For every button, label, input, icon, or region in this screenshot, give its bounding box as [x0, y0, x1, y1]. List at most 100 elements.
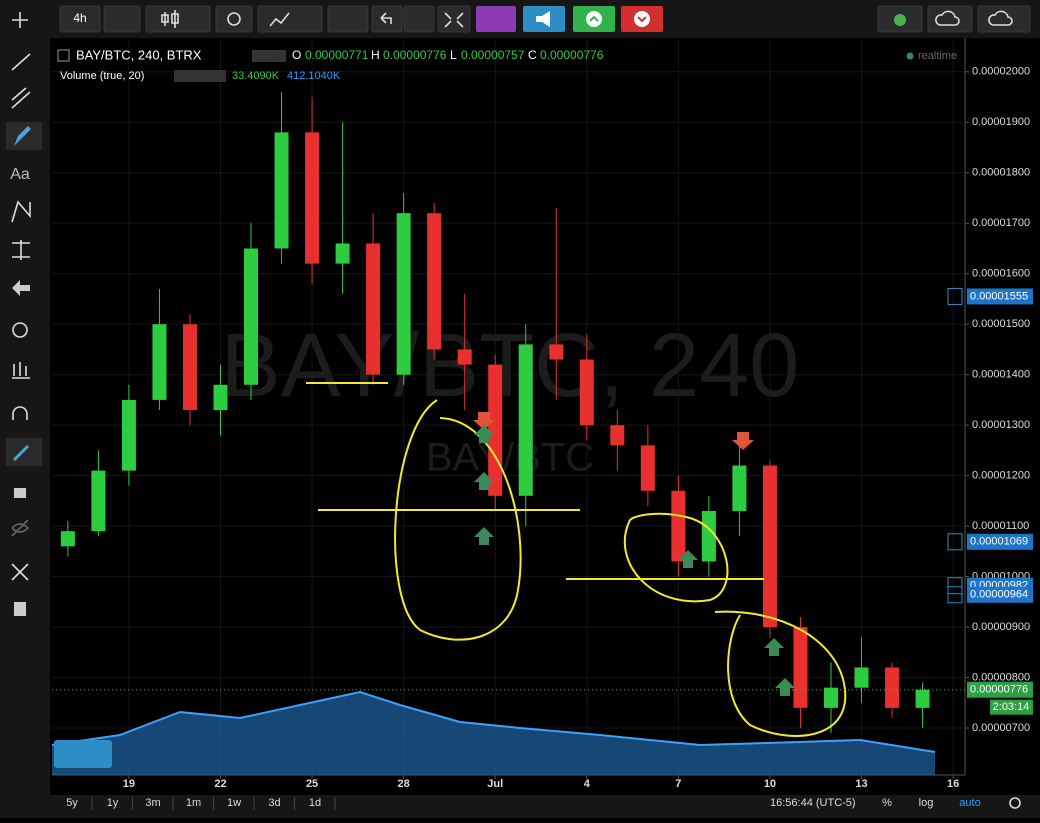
volume-area: [52, 692, 935, 775]
y-tick-label: 0.00002000: [972, 66, 1030, 78]
fib-tool[interactable]: [11, 87, 31, 109]
candle-body: [335, 243, 350, 264]
x-tick-label: 7: [675, 778, 681, 790]
price-label-box: [947, 533, 963, 551]
interval-button[interactable]: [59, 5, 101, 33]
range-button[interactable]: 1d: [309, 797, 321, 809]
candle-body: [579, 359, 594, 426]
fullscreen-icon: [444, 12, 464, 28]
tools-tool[interactable]: [11, 563, 29, 581]
buy-arrow: [678, 550, 698, 568]
candle-body: [762, 465, 777, 628]
cube-button[interactable]: [476, 6, 516, 32]
measure-tool[interactable]: [12, 240, 30, 260]
status: realtime: [918, 50, 957, 62]
y-tick-label: 0.00001700: [972, 217, 1030, 229]
x-tick-label: Jul: [487, 778, 503, 790]
settings-button[interactable]: [215, 5, 253, 33]
text-tool[interactable]: Aa: [10, 166, 30, 183]
pattern-tool[interactable]: [11, 200, 31, 223]
zoom-tool[interactable]: [12, 322, 28, 338]
sell-arrow: [473, 412, 495, 430]
interval-label: 4h: [73, 11, 86, 25]
undo-button[interactable]: [371, 5, 403, 33]
load-button[interactable]: [927, 5, 973, 33]
range-buttons: 5y 1y 3m 1m 1w 3d 1d: [66, 797, 336, 810]
magnet-tool[interactable]: [12, 406, 28, 420]
undo-icon: [380, 12, 392, 24]
draw-mode-icon: [12, 444, 30, 462]
circle-mark: [623, 512, 729, 603]
buy-arrow: [474, 425, 494, 443]
range-button[interactable]: 1m: [186, 797, 201, 809]
fullscreen-button[interactable]: [437, 5, 471, 33]
x-tick-label: 13: [855, 778, 867, 790]
x-tick-label: 19: [123, 778, 135, 790]
legend-controls[interactable]: [252, 50, 286, 62]
menu-button[interactable]: [103, 5, 141, 33]
collapse-icon[interactable]: [57, 49, 70, 62]
lock-tool[interactable]: [14, 488, 26, 498]
last-price-bg: [967, 681, 1033, 698]
x-tick-label: 16: [947, 778, 959, 790]
annotations: [306, 382, 847, 737]
volume-ma: 412.1040K: [287, 70, 341, 82]
range-button[interactable]: 3m: [145, 797, 160, 809]
candle-body: [182, 324, 197, 411]
down-chevron: [637, 16, 647, 23]
bottom-bar: [0, 795, 1040, 818]
range-button[interactable]: 1y: [107, 797, 119, 809]
candle-icon: [161, 10, 179, 28]
high-value: 0.00000776: [383, 48, 447, 62]
buy-arrow: [764, 638, 784, 656]
candle-body: [854, 667, 869, 688]
circle-mark: [714, 610, 847, 737]
candle-body: [152, 324, 167, 400]
candle-body: [91, 470, 106, 532]
buy-arrow: [775, 678, 795, 696]
line-tool[interactable]: [11, 53, 31, 71]
volume-controls[interactable]: [174, 70, 226, 82]
log-toggle[interactable]: log: [919, 797, 934, 809]
candle-body: [396, 213, 411, 375]
candle-body: [701, 510, 716, 562]
chart-tool[interactable]: [12, 362, 30, 379]
settings-icon[interactable]: [1009, 797, 1021, 809]
range-button[interactable]: 1w: [227, 797, 241, 809]
status-dot: [906, 52, 914, 60]
y-tick-label: 0.00001900: [972, 116, 1030, 128]
y-tick-label: 0.00001500: [972, 318, 1030, 330]
auto-toggle[interactable]: auto: [959, 797, 980, 809]
indicators-button[interactable]: [257, 5, 323, 33]
candle-body: [518, 344, 533, 496]
compare-button[interactable]: [327, 5, 369, 33]
volume-title: Volume (true, 20): [60, 70, 144, 82]
range-button[interactable]: 3d: [268, 797, 280, 809]
hide-tool[interactable]: [11, 519, 30, 537]
logo-button[interactable]: [54, 740, 112, 768]
camera-icon: [894, 14, 906, 26]
x-tick-label: 28: [398, 778, 410, 790]
save-button[interactable]: [977, 5, 1031, 33]
price-label-box: [947, 586, 963, 604]
x-tick-label: 22: [214, 778, 226, 790]
range-button[interactable]: 5y: [66, 797, 78, 809]
candle-body: [823, 687, 838, 708]
price-label: 0.00000964: [970, 589, 1028, 601]
candle-body: [457, 349, 472, 365]
back-tool[interactable]: [12, 280, 30, 296]
open-value: 0.00000771: [305, 48, 369, 62]
candle-body: [732, 465, 747, 511]
up-chevron: [589, 15, 599, 22]
symbol-label: BAY/BTC, 240, BTRX: [76, 47, 202, 62]
percent-toggle[interactable]: %: [882, 797, 892, 809]
buy-arrow: [474, 472, 494, 490]
crosshair-tool[interactable]: [12, 12, 28, 28]
trash-tool[interactable]: [14, 602, 26, 616]
redo-button[interactable]: [403, 5, 435, 33]
price-label-bg: [967, 533, 1033, 550]
x-tick-label: 10: [764, 778, 776, 790]
low-label: L: [450, 48, 457, 62]
volume-ma-line: [51, 690, 936, 753]
